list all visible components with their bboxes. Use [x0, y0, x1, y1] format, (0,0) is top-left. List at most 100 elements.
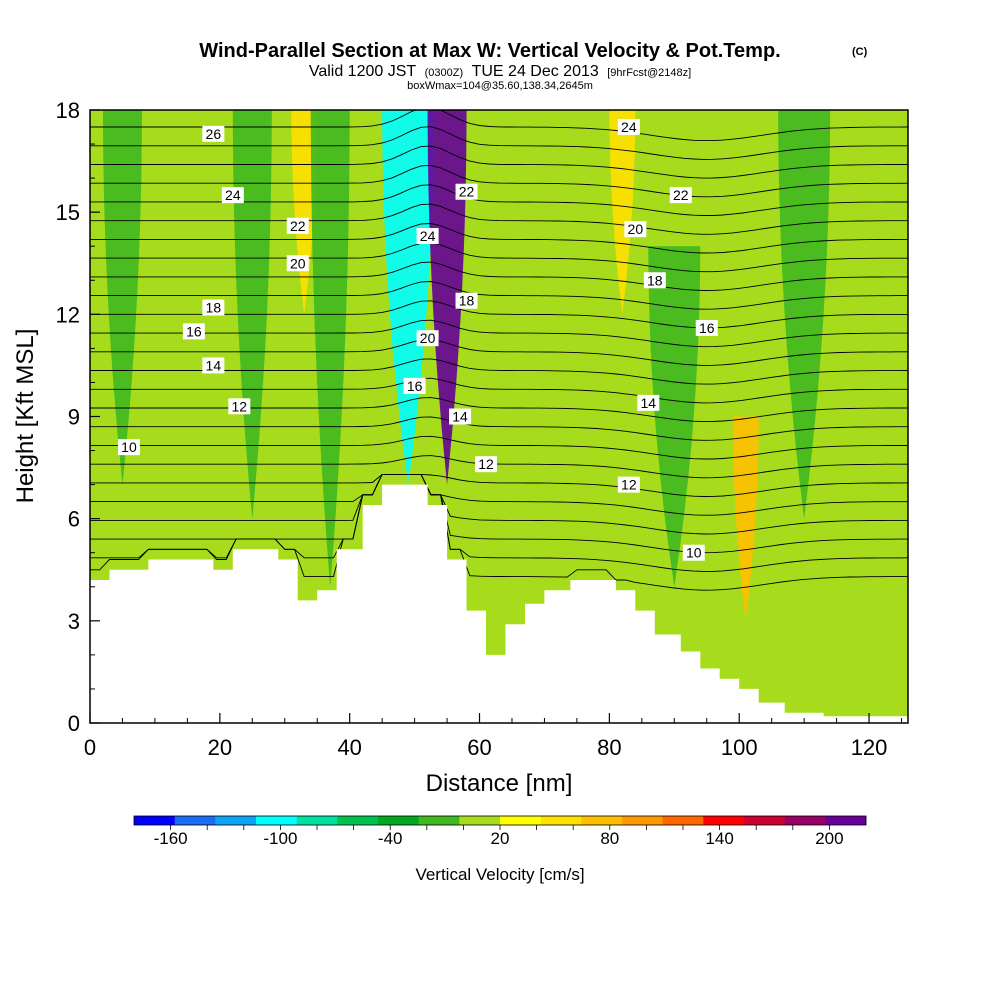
isentrope-label: 18 — [643, 272, 666, 289]
copyright-mark: (C) — [852, 46, 868, 58]
box-wmax-label: boxWmax=104@35.60,138.34,2645m — [407, 80, 593, 92]
velocity-band-10 — [778, 110, 831, 519]
svg-text:20: 20 — [628, 221, 644, 237]
colorbar-swatch — [622, 816, 663, 825]
isentrope-label: 20 — [624, 221, 647, 238]
isentrope-label: 12 — [617, 476, 640, 493]
isentrope-label: 22 — [669, 187, 692, 204]
velocity-band-1 — [102, 110, 142, 485]
colorbar-tick-label: -40 — [378, 829, 403, 848]
svg-text:24: 24 — [621, 119, 637, 135]
colorbar-swatch — [296, 816, 338, 825]
isentrope-line — [90, 164, 908, 198]
colorbar-swatch — [418, 816, 460, 825]
velocity-band-6 — [427, 110, 467, 485]
svg-text:12: 12 — [621, 477, 637, 493]
colorbar-swatch — [703, 816, 745, 825]
isentrope-label: 18 — [202, 299, 225, 316]
isentrope-label: 12 — [228, 398, 251, 415]
colorbar-swatch — [744, 816, 785, 825]
isentrope-line — [90, 377, 908, 404]
svg-text:10: 10 — [686, 545, 702, 561]
isentrope-line — [90, 339, 908, 366]
isentrope-line — [90, 455, 908, 479]
x-tick-label: 60 — [467, 735, 491, 760]
velocity-field — [102, 110, 831, 621]
svg-text:18: 18 — [647, 272, 663, 288]
colorbar-swatch — [134, 816, 175, 825]
velocity-band-5 — [382, 110, 435, 485]
isentrope-line — [90, 473, 908, 516]
svg-text:22: 22 — [673, 187, 689, 203]
colorbar-tick-label: 140 — [705, 829, 733, 848]
svg-text:24: 24 — [225, 187, 241, 203]
isentrope-line — [90, 203, 908, 235]
isentrope-lines — [90, 110, 908, 591]
svg-text:10: 10 — [121, 439, 137, 455]
svg-text:18: 18 — [459, 293, 475, 309]
velocity-band-8 — [648, 246, 701, 587]
colorbar-swatch — [662, 816, 704, 825]
colorbar-swatch — [784, 816, 826, 825]
x-axis-label: Distance [nm] — [426, 770, 573, 797]
colorbar-tick-label: 200 — [815, 829, 843, 848]
isentrope-label: 22 — [455, 183, 478, 200]
svg-text:16: 16 — [699, 320, 715, 336]
valid-time-utc: (0300Z) — [425, 67, 464, 79]
isentrope-line — [90, 473, 908, 572]
colorbar-tick-label: -160 — [154, 829, 188, 848]
x-tick-label: 20 — [208, 735, 232, 760]
isentrope-line — [90, 416, 908, 441]
isentrope-label: 20 — [286, 255, 309, 272]
svg-text:20: 20 — [420, 330, 436, 346]
axes: 0 20 40 60 80 100 120 0 3 6 9 12 15 18 — [56, 98, 903, 760]
isentrope-label: 24 — [416, 228, 439, 245]
colorbar-title: Vertical Velocity [cm/s] — [415, 865, 584, 884]
isentrope-label: 26 — [202, 126, 225, 142]
isentrope-line — [90, 435, 908, 460]
colorbar-swatch — [215, 816, 257, 825]
x-tick-label: 0 — [84, 735, 96, 760]
isentrope-line — [90, 145, 908, 179]
isentrope-line — [90, 300, 908, 329]
terrain-profile — [90, 484, 908, 723]
colorbar-swatch — [459, 816, 501, 825]
isentrope-line — [90, 223, 908, 254]
isentrope-line — [90, 242, 908, 273]
isentrope-label: 16 — [182, 323, 205, 340]
x-tick-label: 40 — [337, 735, 361, 760]
svg-text:16: 16 — [186, 323, 202, 339]
svg-text:12: 12 — [478, 456, 494, 472]
isentrope-line — [90, 261, 908, 291]
isentrope-label: 10 — [682, 544, 705, 561]
colorbar-swatch — [378, 816, 419, 825]
svg-text:14: 14 — [452, 409, 468, 425]
svg-text:18: 18 — [206, 300, 222, 316]
isentrope-line — [90, 473, 908, 535]
forecast-label: [9hrFcst@2148z] — [607, 67, 691, 79]
isentrope-label: 12 — [475, 456, 498, 473]
velocity-band-7 — [609, 110, 636, 315]
isentrope-line — [90, 358, 908, 385]
svg-text:24: 24 — [420, 228, 436, 244]
isentrope-label: 16 — [695, 319, 718, 336]
colorbar-swatch — [581, 816, 623, 825]
isentrope-line — [90, 126, 908, 160]
valid-date: TUE 24 Dec 2013 — [472, 63, 599, 80]
isentrope-label: 14 — [202, 357, 225, 374]
chart-subtitle: Valid 1200 JST (0300Z) TUE 24 Dec 2013 [… — [309, 63, 691, 80]
isentrope-line — [90, 473, 908, 554]
y-tick-label: 15 — [56, 200, 80, 225]
colorbar-swatch — [540, 816, 582, 825]
x-tick-label: 80 — [597, 735, 621, 760]
isentrope-label: 18 — [455, 292, 478, 309]
svg-text:20: 20 — [290, 255, 306, 271]
y-tick-label: 9 — [68, 405, 80, 430]
isentrope-line — [90, 319, 908, 348]
isentrope-label: 14 — [637, 394, 660, 411]
x-tick-label: 100 — [721, 735, 758, 760]
isentrope-line — [90, 281, 908, 310]
isentrope-label: 14 — [449, 408, 472, 425]
svg-text:14: 14 — [641, 395, 657, 411]
